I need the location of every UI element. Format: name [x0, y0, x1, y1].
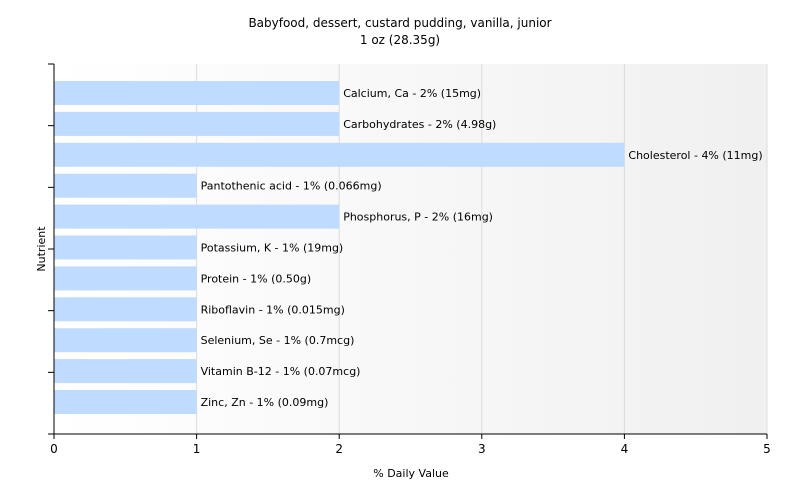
bar-data-label: Pantothenic acid - 1% (0.066mg) [201, 180, 382, 193]
bar [54, 204, 340, 229]
chart-title: Babyfood, dessert, custard pudding, vani… [248, 16, 551, 30]
bar [54, 142, 625, 167]
bar [54, 328, 197, 353]
chart-subtitle: 1 oz (28.35g) [360, 33, 440, 47]
x-tick-label: 1 [193, 442, 201, 456]
x-tick-label: 4 [621, 442, 629, 456]
bar-data-label: Carbohydrates - 2% (4.98g) [343, 118, 496, 131]
axes: 0 1 2 3 4 5 [48, 63, 771, 456]
bar [54, 266, 197, 291]
bar-data-label: Protein - 1% (0.50g) [201, 272, 312, 285]
y-axis-title: Nutrient [35, 226, 48, 272]
bar-data-label: Riboflavin - 1% (0.015mg) [201, 303, 345, 316]
bar-data-label: Calcium, Ca - 2% (15mg) [343, 87, 481, 100]
bar [54, 173, 197, 198]
bars: Calcium, Ca - 2% (15mg) Carbohydrates - 2… [54, 81, 763, 414]
bar [54, 390, 197, 414]
bar [54, 111, 340, 136]
bar-data-label: Cholesterol - 4% (11mg) [628, 149, 762, 162]
x-tick-label: 2 [335, 442, 343, 456]
bar [54, 297, 197, 322]
x-tick-label: 3 [478, 442, 486, 456]
bar-data-label: Zinc, Zn - 1% (0.09mg) [201, 396, 329, 409]
bar [54, 235, 197, 260]
bar-data-label: Selenium, Se - 1% (0.7mcg) [201, 334, 355, 347]
x-tick-label: 0 [50, 442, 58, 456]
bar-data-label: Vitamin B-12 - 1% (0.07mcg) [201, 365, 361, 378]
bar [54, 359, 197, 384]
x-axis-title: % Daily Value [373, 467, 449, 480]
bar [54, 81, 340, 105]
x-tick-label: 5 [763, 442, 771, 456]
bar-data-label: Potassium, K - 1% (19mg) [201, 242, 344, 255]
bar-data-label: Phosphorus, P - 2% (16mg) [343, 211, 493, 224]
